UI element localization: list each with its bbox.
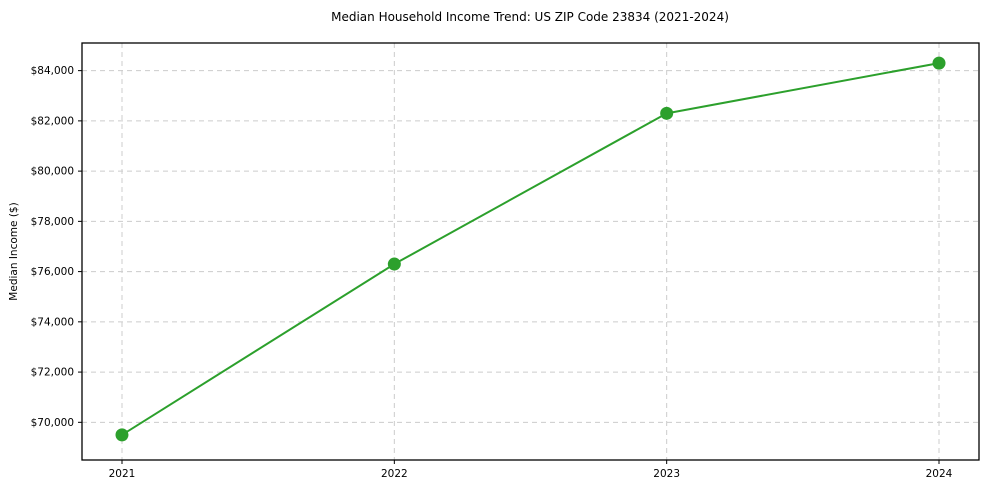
data-point-2024 [932, 56, 946, 70]
trend-line [121, 62, 940, 436]
x-tick-label: 2022 [381, 468, 408, 480]
x-tick-label: 2021 [109, 468, 136, 480]
data-point-2021 [115, 428, 129, 442]
y-tick-label: $76,000 [31, 266, 74, 278]
y-axis-label: Median Income ($) [8, 202, 20, 300]
y-tick-label: $82,000 [31, 115, 74, 127]
data-series [115, 56, 946, 442]
y-tick-label: $74,000 [31, 316, 74, 328]
x-tick-label: 2024 [926, 468, 953, 480]
y-tick-label: $72,000 [31, 367, 74, 379]
y-tick-label: $80,000 [31, 166, 74, 178]
x-tick-label: 2023 [653, 468, 680, 480]
y-tick-label: $78,000 [31, 216, 74, 228]
data-point-2023 [660, 106, 674, 120]
chart-title: Median Household Income Trend: US ZIP Co… [331, 10, 729, 24]
plot-border [81, 42, 980, 461]
gridlines [82, 43, 979, 460]
plot-frame [81, 42, 980, 461]
axis-ticks: $70,000 $72,000 $74,000 $76,000 $78,000 $80,0… [31, 65, 953, 480]
y-tick-label: $84,000 [31, 65, 74, 77]
data-point-2022 [387, 257, 401, 271]
y-tick-label: $70,000 [31, 417, 74, 429]
